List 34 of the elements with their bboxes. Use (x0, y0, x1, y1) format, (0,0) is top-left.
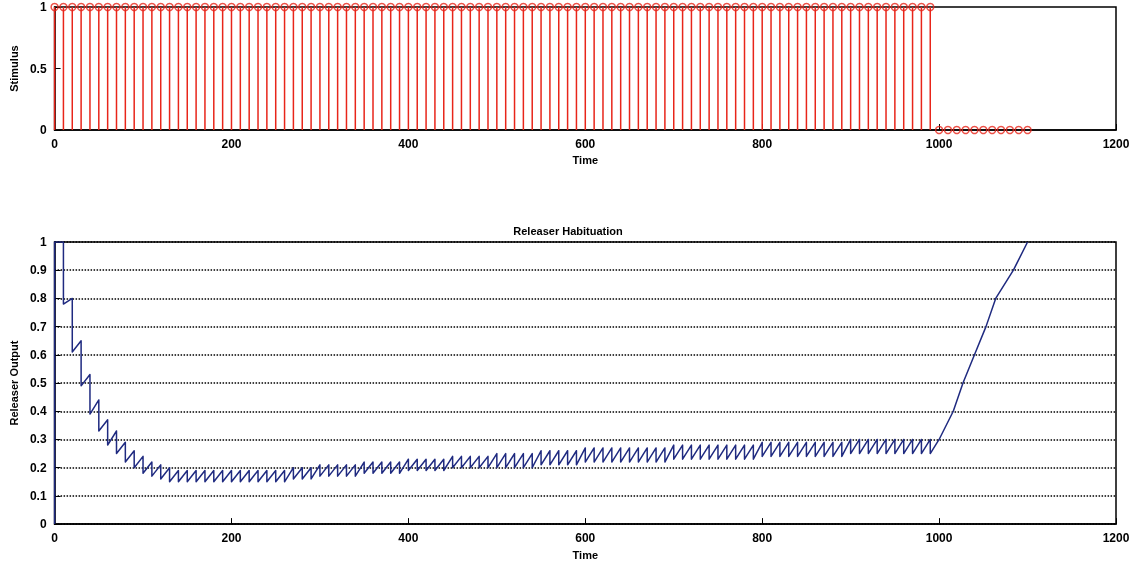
x-tick-label: 600 (575, 137, 596, 151)
x-tick-label: 400 (398, 531, 419, 546)
x-tick-label: 800 (752, 531, 773, 546)
y-tick-label: 0.6 (29, 347, 47, 362)
y-axis-title: Releaser Output (7, 340, 20, 426)
x-tick-label: 400 (398, 137, 419, 151)
x-tick-label: 1200 (1102, 137, 1130, 151)
x-tick-label: 1200 (1102, 531, 1130, 546)
y-tick-label: 0.5 (29, 61, 47, 76)
x-tick-label: 1000 (925, 531, 953, 546)
y-tick-label: 0 (39, 517, 47, 532)
y-tick-label: 0.9 (29, 263, 47, 278)
chart-title: Releaser Habituation (513, 224, 623, 237)
y-tick-label: 0.7 (29, 319, 47, 334)
y-tick-label: 0 (39, 123, 47, 137)
x-tick-label: 800 (752, 137, 773, 151)
y-tick-label: 0.1 (29, 488, 47, 503)
y-tick-label: 0.3 (29, 432, 47, 447)
y-tick-label: 0.8 (29, 291, 47, 306)
y-tick-label: 0.4 (29, 404, 47, 419)
x-tick-label: 0 (51, 531, 59, 546)
y-tick-label: 0.5 (29, 376, 47, 391)
x-axis-title: Time (572, 154, 599, 167)
y-tick-label: 0.2 (29, 460, 47, 475)
x-tick-label: 1000 (925, 137, 953, 151)
y-tick-label: 1 (39, 0, 47, 14)
y-axis-title: Stimulus (7, 45, 20, 92)
x-tick-label: 200 (221, 137, 242, 151)
x-tick-label: 200 (221, 531, 242, 546)
y-tick-label: 1 (39, 235, 47, 249)
x-tick-label: 600 (575, 531, 596, 546)
x-axis-title: Time (572, 548, 599, 561)
x-tick-label: 0 (51, 137, 59, 151)
line-series (53, 241, 1029, 525)
